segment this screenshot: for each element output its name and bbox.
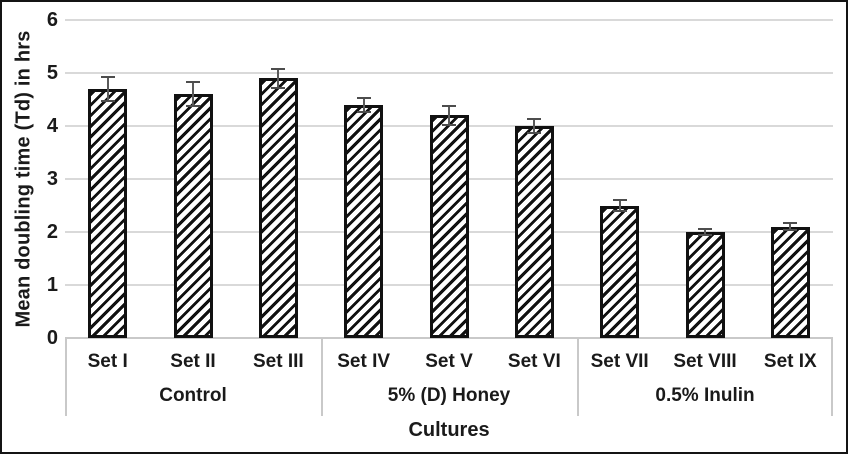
- y-tick-label: 4: [46, 115, 58, 137]
- y-axis-tick-labels: 0 1 2 3 4 5 6: [2, 9, 58, 349]
- x-axis-category-area: Set I Set II Set III Control Set IV Set V Set …: [65, 338, 833, 418]
- error-bar-whisker: [533, 118, 536, 134]
- error-bar-cap-top: [612, 199, 627, 202]
- x-axis-title: Cultures: [408, 419, 490, 441]
- error-bar-whisker: [106, 75, 109, 103]
- error-bar: [783, 222, 798, 231]
- error-bar: [186, 80, 200, 108]
- category-label: Set IV: [337, 351, 391, 372]
- bar-set-ii: [173, 94, 213, 338]
- error-bar: [527, 118, 542, 134]
- category-label: Set I: [87, 351, 128, 372]
- error-bar-whisker: [277, 67, 280, 89]
- group-label: 5% (D) Honey: [387, 385, 511, 406]
- error-bar: [100, 75, 115, 103]
- error-bar-cap-bottom: [783, 228, 798, 231]
- category-label: Set VIII: [673, 351, 737, 372]
- error-bar-cap-bottom: [100, 100, 115, 103]
- bar-set-i: [88, 88, 128, 338]
- error-bar: [698, 227, 712, 237]
- bar-set-vi: [514, 126, 554, 338]
- bar-set-v: [429, 115, 469, 338]
- error-bar-cap-bottom: [271, 86, 286, 89]
- group-label: Control: [159, 385, 227, 406]
- error-bar-cap-bottom: [442, 124, 456, 126]
- bar-set-viii: [685, 232, 725, 338]
- category-label: Set VI: [507, 351, 561, 372]
- y-tick-label: 5: [46, 62, 58, 84]
- gridline: [65, 19, 833, 21]
- error-bar-cap-top: [783, 222, 798, 225]
- category-label: Set V: [425, 351, 473, 372]
- category-label: Set II: [170, 351, 216, 372]
- error-bar: [356, 96, 371, 113]
- error-bar-cap-bottom: [527, 131, 542, 134]
- error-bar: [442, 104, 456, 126]
- plot-area: [65, 19, 833, 339]
- error-bar-whisker: [704, 227, 706, 237]
- error-bar-cap-top: [186, 80, 200, 83]
- error-bar-cap-bottom: [186, 105, 200, 108]
- error-bar-whisker: [362, 96, 365, 113]
- bar-set-iv: [344, 104, 384, 338]
- x-axis-line: [65, 337, 833, 339]
- error-bar-whisker: [448, 104, 450, 126]
- bar-set-ix: [770, 226, 810, 338]
- error-bar-cap-bottom: [356, 110, 371, 113]
- error-bar: [271, 67, 286, 89]
- error-bar: [612, 199, 627, 212]
- error-bar-cap-top: [442, 104, 456, 107]
- y-tick-label: 3: [46, 168, 58, 190]
- group-label: 0.5% Inulin: [655, 385, 755, 406]
- category-label: Set VII: [590, 351, 649, 372]
- y-tick-label: 2: [46, 221, 58, 243]
- bar-set-iii: [258, 78, 298, 338]
- error-bar-cap-bottom: [612, 209, 627, 212]
- y-tick-label: 6: [46, 9, 58, 31]
- group-separator: [577, 338, 579, 416]
- error-bar-cap-top: [698, 227, 712, 230]
- error-bar-whisker: [789, 222, 792, 231]
- group-separator: [65, 338, 67, 416]
- error-bar-cap-top: [100, 75, 115, 78]
- error-bar-cap-top: [527, 118, 542, 121]
- gridline: [65, 72, 833, 74]
- group-separator: [831, 338, 833, 416]
- error-bar-cap-top: [356, 96, 371, 99]
- error-bar-cap-top: [271, 67, 286, 70]
- error-bar-whisker: [618, 199, 621, 212]
- bar-set-vii: [600, 205, 640, 338]
- error-bar-whisker: [192, 80, 194, 108]
- y-tick-label: 0: [46, 327, 58, 349]
- error-bar-cap-bottom: [698, 234, 712, 237]
- group-separator: [321, 338, 323, 416]
- y-tick-label: 1: [46, 274, 58, 296]
- category-label: Set III: [252, 351, 304, 372]
- category-label: Set IX: [763, 351, 817, 372]
